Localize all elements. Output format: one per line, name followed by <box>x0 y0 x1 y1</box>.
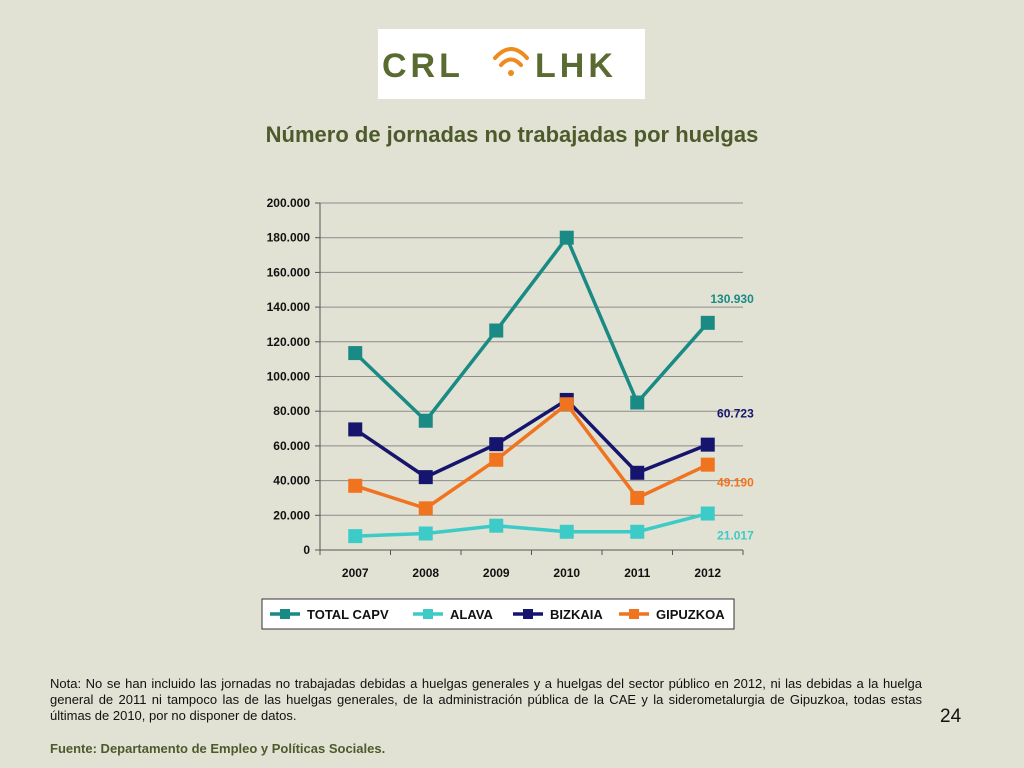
data-point <box>418 413 433 428</box>
source-line: Fuente: Departamento de Empleo y Polític… <box>50 741 386 756</box>
data-point <box>559 524 574 539</box>
y-tick-label: 40.000 <box>273 474 310 488</box>
data-point <box>630 395 645 410</box>
data-point <box>630 524 645 539</box>
y-tick-label: 200.000 <box>267 196 311 210</box>
y-tick-label: 160.000 <box>267 265 311 279</box>
logo-text-crl: CRL <box>382 47 464 85</box>
data-point <box>418 501 433 516</box>
logo-graphic: CRL LHK <box>382 47 617 85</box>
legend-item: BIZKAIA <box>513 607 603 622</box>
legend-label: GIPUZKOA <box>656 607 725 622</box>
data-point <box>630 465 645 480</box>
data-label: 60.723 <box>717 407 754 421</box>
series-alava <box>348 506 715 544</box>
data-label: 49.190 <box>717 476 754 490</box>
data-point <box>559 397 574 412</box>
series-gipuzkoa <box>348 397 715 516</box>
legend-label: BIZKAIA <box>550 607 603 622</box>
y-tick-label: 20.000 <box>273 508 310 522</box>
x-tick-label: 2010 <box>553 566 580 580</box>
page-number: 24 <box>940 706 962 727</box>
legend-marker <box>523 609 533 619</box>
data-point <box>700 506 715 521</box>
data-point <box>559 230 574 245</box>
footnote: Nota: No se han incluido las jornadas no… <box>50 676 922 723</box>
data-point <box>348 422 363 437</box>
series-line <box>355 511 709 538</box>
x-tick-label: 2012 <box>694 566 721 580</box>
crl-lhk-logo: CRL LHK <box>378 29 645 99</box>
y-tick-label: 120.000 <box>267 335 311 349</box>
data-point <box>348 529 363 544</box>
series-bizkaia <box>348 392 715 485</box>
data-point <box>418 526 433 541</box>
data-point <box>489 518 504 533</box>
data-point <box>489 437 504 452</box>
logo-text-lhk: LHK <box>535 47 617 85</box>
y-tick-label: 180.000 <box>267 231 311 245</box>
legend-label: TOTAL CAPV <box>307 607 389 622</box>
y-tick-label: 140.000 <box>267 300 311 314</box>
chart-series <box>348 230 715 544</box>
y-tick-label: 0 <box>303 543 310 557</box>
series-line <box>354 402 709 511</box>
data-point <box>630 490 645 505</box>
x-tick-label: 2011 <box>624 566 650 580</box>
data-point <box>489 323 504 338</box>
series-total-capv <box>348 230 715 428</box>
x-tick-label: 2008 <box>412 566 439 580</box>
legend-marker <box>629 609 639 619</box>
y-tick-label: 80.000 <box>273 404 310 418</box>
data-point <box>489 452 504 467</box>
chart-gridlines <box>320 202 743 516</box>
data-label: 130.930 <box>710 292 754 306</box>
series-line <box>354 235 710 423</box>
x-tick-label: 2007 <box>342 566 369 580</box>
chart-title: Número de jornadas no trabajadas por hue… <box>265 122 759 147</box>
data-point <box>700 315 715 330</box>
y-tick-label: 60.000 <box>273 439 310 453</box>
signal-icon <box>493 47 529 76</box>
data-point <box>700 457 715 472</box>
x-axis-tick-labels: 2007 2008 2009 2010 2011 2012 <box>342 566 722 580</box>
legend-label: ALAVA <box>450 607 493 622</box>
y-axis-tick-labels: 0 20.000 40.000 60.000 80.000 100.000 120.000 1… <box>267 196 311 557</box>
legend-marker <box>280 609 290 619</box>
series-end-labels: 130.930 21.017 60.723 49.190 <box>710 292 754 543</box>
legend-item: ALAVA <box>413 607 493 622</box>
y-tick-label: 100.000 <box>267 370 311 384</box>
series-line <box>354 398 709 479</box>
data-point <box>700 437 715 452</box>
data-point <box>418 470 433 485</box>
legend-item: TOTAL CAPV <box>270 607 389 622</box>
legend-item: GIPUZKOA <box>619 607 725 622</box>
x-tick-label: 2009 <box>483 566 510 580</box>
legend-box <box>261 598 735 630</box>
chart-legend: TOTAL CAPV ALAVA BIZKAIA GIPUZKOA <box>261 598 735 630</box>
data-label: 21.017 <box>717 529 754 543</box>
data-point <box>348 346 363 361</box>
data-point <box>348 478 363 493</box>
legend-marker <box>423 609 433 619</box>
chart-axes <box>315 202 744 555</box>
